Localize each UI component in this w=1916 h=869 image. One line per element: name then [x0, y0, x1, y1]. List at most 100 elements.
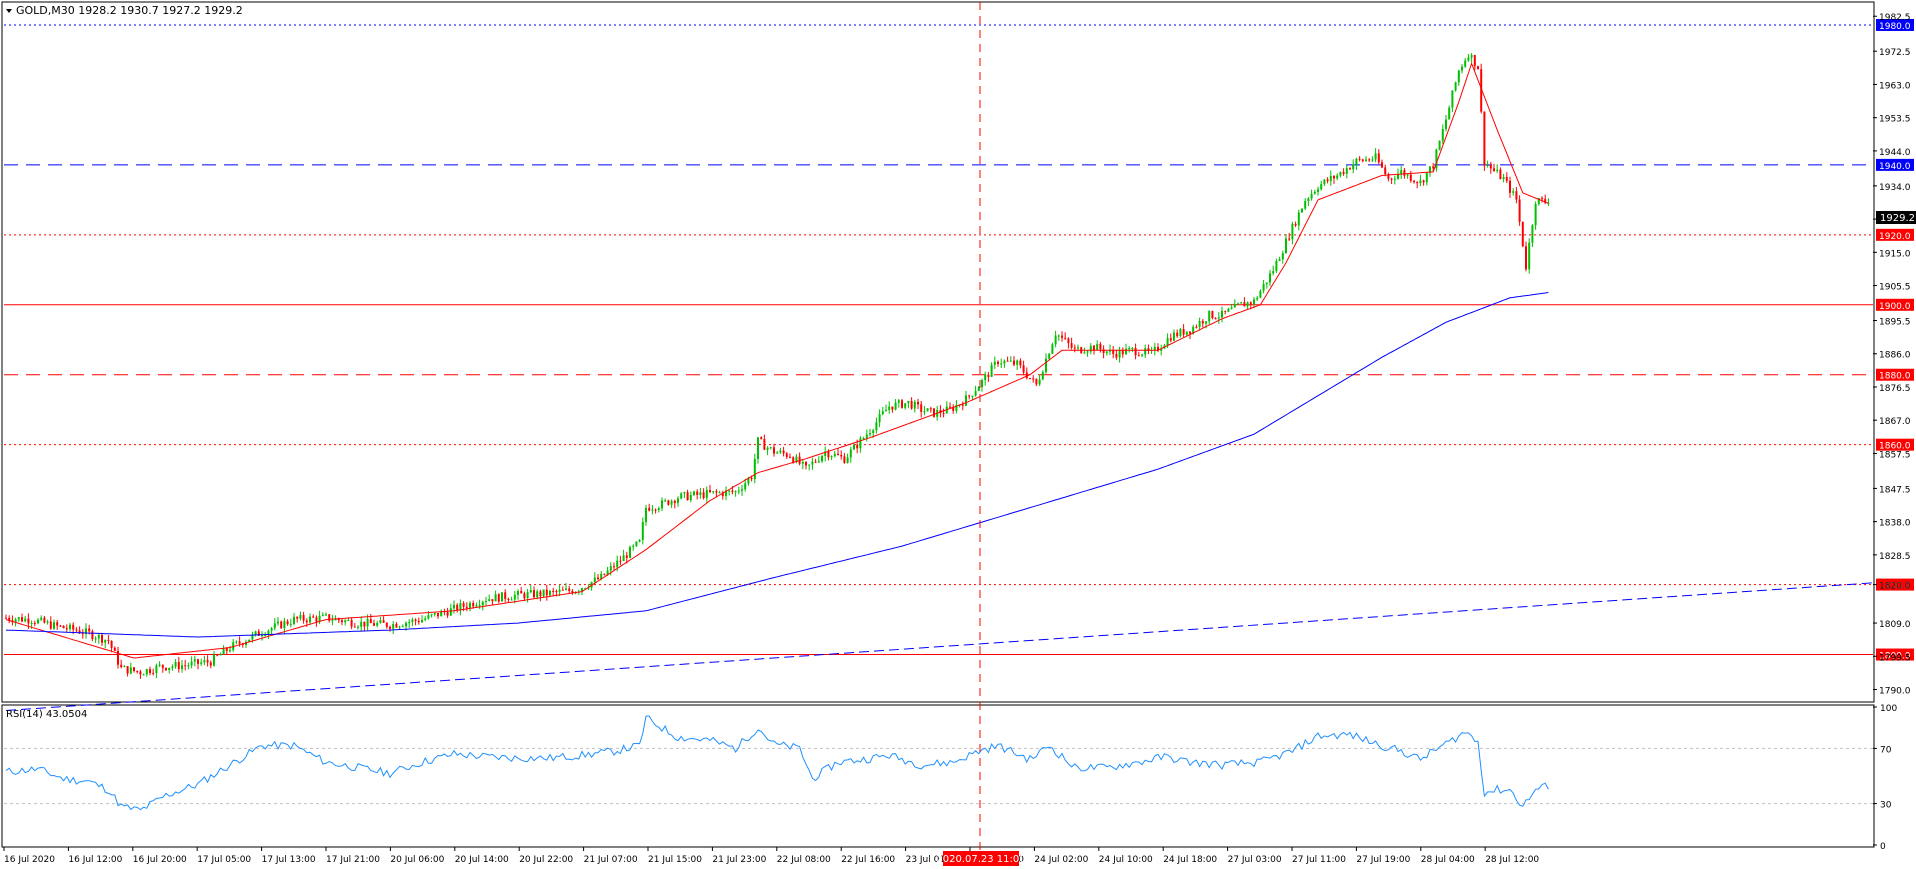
candle-body [123, 666, 126, 668]
candle-body [1240, 302, 1243, 304]
candle-body [174, 661, 177, 667]
candle-body [853, 444, 855, 450]
candle-body [1153, 346, 1156, 350]
candle-body [1182, 328, 1185, 335]
price-pane[interactable] [1, 1, 1875, 703]
candle-body [1157, 346, 1159, 351]
candle-body [17, 617, 20, 620]
candle-body [1077, 347, 1079, 349]
candle-body [801, 461, 804, 464]
level-tag-1800.0 [1876, 648, 1914, 661]
candle-body [229, 649, 231, 651]
candle-body [1054, 335, 1057, 345]
candle-body [155, 665, 158, 673]
candle-body [8, 617, 11, 621]
candle-body [1521, 221, 1524, 247]
candle-body [1038, 379, 1041, 385]
candle-body [1537, 198, 1540, 204]
candle-body [1352, 164, 1355, 170]
candle-body [1486, 165, 1489, 167]
price-tick-label: 1838.0 [1879, 519, 1911, 529]
price-tick-label: 1847.5 [1879, 485, 1911, 495]
candle-body [408, 622, 411, 624]
candle-body [641, 521, 644, 540]
candle-body [1429, 166, 1431, 173]
candle-body [1217, 317, 1220, 319]
candle-body [462, 603, 465, 607]
candle-body [497, 594, 500, 602]
candle-body [136, 670, 139, 672]
candle-body [469, 602, 471, 608]
candle-body [1483, 111, 1486, 166]
candle-body [949, 406, 951, 408]
candle-body [1272, 271, 1275, 274]
candle-body [1473, 55, 1476, 67]
candle-body [267, 630, 270, 635]
candle-body [552, 590, 555, 592]
candle-body [757, 437, 759, 459]
candle-body [110, 640, 113, 648]
candle-body [849, 449, 852, 458]
candle-body [286, 621, 289, 625]
candle-body [1278, 259, 1281, 262]
candle-body [491, 599, 494, 602]
candle-body [5, 617, 7, 619]
candle-body [129, 667, 132, 674]
candle-body [245, 641, 247, 646]
candle-body [635, 541, 638, 546]
candle-body [1406, 174, 1409, 176]
candle-body [133, 667, 135, 671]
price-tick-label: 1934.0 [1879, 183, 1911, 193]
candle-body [315, 617, 318, 622]
candle-body [27, 618, 30, 624]
time-tick-label: 16 Jul 12:00 [68, 855, 122, 865]
candle-body [190, 661, 193, 666]
candle-body [737, 490, 740, 492]
candle-body [862, 438, 865, 440]
candle-body [766, 447, 769, 450]
candle-body [1173, 332, 1175, 341]
candle-body [88, 628, 91, 632]
candle-body [520, 590, 523, 594]
candle-body [1413, 180, 1415, 182]
candle-body [1518, 199, 1521, 222]
candle-body [75, 629, 78, 631]
candle-body [181, 665, 183, 669]
candle-body [59, 625, 62, 627]
current-price-text: 1929.2 [1880, 213, 1915, 224]
dropdown-triangle-icon[interactable] [6, 9, 12, 13]
symbol-info: GOLD,M30 1928.2 1930.7 1927.2 1929.2 [16, 4, 243, 17]
candle-body [792, 457, 795, 463]
candle-body [593, 577, 596, 583]
candle-body [101, 634, 103, 643]
candle-body [1131, 348, 1134, 350]
price-tick-label: 1944.0 [1879, 148, 1911, 158]
candle-body [747, 478, 750, 484]
candle-body [1256, 297, 1259, 300]
candle-body [325, 614, 327, 616]
candle-body [616, 560, 619, 568]
trendline-segment[interactable] [5, 582, 1874, 711]
price-tick-label: 1953.5 [1879, 115, 1911, 125]
candle-body [1422, 180, 1425, 183]
candle-body [261, 635, 263, 637]
candle-body [558, 589, 561, 592]
candle-body [453, 604, 455, 609]
candle-body [555, 591, 558, 593]
candle-body [1419, 180, 1422, 184]
candle-body [606, 570, 609, 575]
candle-body [942, 413, 945, 415]
candle-body [1118, 349, 1121, 358]
candle-body [376, 622, 379, 626]
level-tag-text: 1860.0 [1879, 442, 1911, 452]
time-tick-label: 16 Jul 2020 [4, 855, 55, 865]
candle-body [1195, 326, 1198, 328]
candle-body [494, 594, 497, 602]
candle-body [1112, 350, 1115, 354]
candle-body [14, 619, 17, 623]
rsi-pane[interactable] [1, 704, 1875, 848]
candle-body [1070, 343, 1073, 348]
time-tick-label: 24 Jul 10:00 [1099, 855, 1153, 865]
time-tick-label: 17 Jul 05:00 [197, 855, 251, 865]
